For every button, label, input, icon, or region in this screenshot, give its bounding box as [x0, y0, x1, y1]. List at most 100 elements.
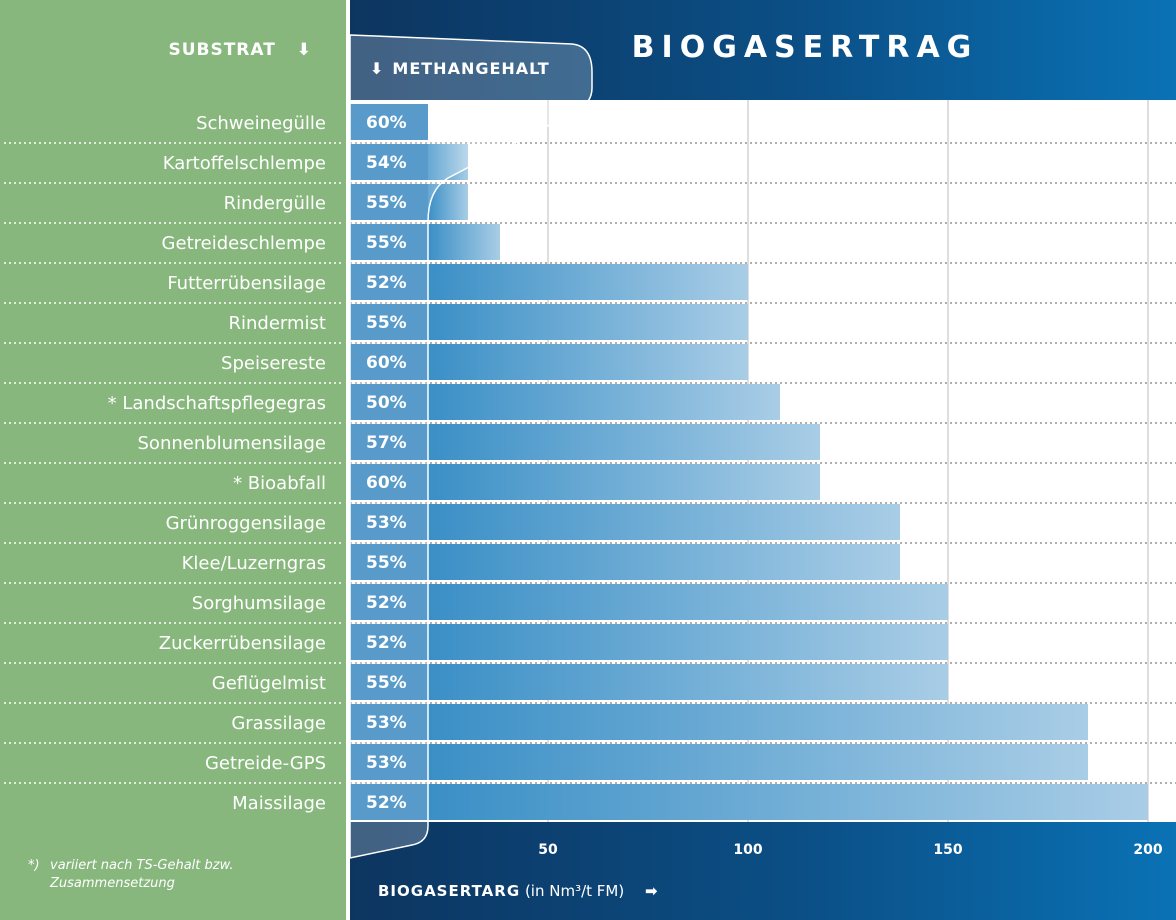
- substrate-label: Grassilage: [231, 713, 326, 734]
- substrate-label: Maissilage: [232, 793, 326, 814]
- tick-label: 200: [1133, 842, 1162, 858]
- substrate-label: * Landschaftspflegegras: [108, 393, 326, 414]
- bar: [428, 184, 468, 220]
- methane-value: 57%: [366, 433, 407, 453]
- substrate-label: Schweinegülle: [196, 113, 326, 134]
- methane-value: 52%: [366, 633, 407, 653]
- methane-cell: [350, 184, 428, 220]
- bars: [428, 144, 1148, 820]
- panel-divider: [346, 0, 350, 920]
- methane-value: 60%: [366, 113, 407, 133]
- methane-value: 52%: [366, 593, 407, 613]
- bar: [428, 304, 748, 340]
- substrate-label: Sonnenblumensilage: [138, 433, 327, 454]
- substrate-panel: [0, 0, 346, 920]
- methane-cell: [350, 104, 428, 140]
- methane-header-shape: [349, 34, 593, 859]
- methane-cell: [350, 304, 428, 340]
- bar: [428, 784, 1148, 820]
- bar: [428, 504, 900, 540]
- gridlines: [4, 100, 1176, 822]
- bar: [428, 424, 820, 460]
- methane-value: 55%: [366, 233, 407, 253]
- arrow-right-icon: ➡: [644, 882, 658, 900]
- substrate-label: Kartoffelschlempe: [163, 153, 326, 174]
- footnote: *) variiert nach TS-Gehalt bzw. Zusammens…: [28, 857, 234, 893]
- methane-value: 55%: [366, 193, 407, 213]
- methangehalt-header: ⬇ METHANGEHALT: [370, 59, 550, 78]
- methane-value: 52%: [366, 793, 407, 813]
- tick-label: 100: [733, 842, 762, 858]
- footnote-marker: *): [28, 858, 40, 873]
- chart-title: BIOGASERTRAG: [631, 30, 979, 65]
- methangehalt-label: METHANGEHALT: [392, 59, 550, 78]
- methane-cell: [350, 584, 428, 620]
- substrate-label: Futterrübensilage: [167, 273, 326, 294]
- x-axis-label: BIOGASERTARG (in Nm³/t FM) ➡: [378, 882, 658, 900]
- x-axis-ticks: 50 100 150 200: [538, 842, 1163, 858]
- substrate-label: Sorghumsilage: [192, 593, 326, 614]
- x-axis-label-unit: (in Nm³/t FM): [524, 882, 625, 900]
- methane-cell: [350, 224, 428, 260]
- bar: [428, 664, 948, 700]
- methane-cell: [350, 424, 428, 460]
- bar: [428, 584, 948, 620]
- bar: [428, 144, 468, 180]
- methane-value: 60%: [366, 353, 407, 373]
- bar: [428, 224, 500, 260]
- footnote-line2: Zusammensetzung: [50, 876, 175, 891]
- bar: [428, 544, 900, 580]
- methane-value: 53%: [366, 713, 407, 733]
- substrat-label: SUBSTRAT: [168, 40, 276, 60]
- methane-value: 50%: [366, 393, 407, 413]
- bar: [428, 344, 748, 380]
- methane-cell: [350, 504, 428, 540]
- substrate-label: Getreideschlempe: [162, 233, 326, 254]
- methane-cell: [350, 384, 428, 420]
- bar: [428, 264, 748, 300]
- methane-cell: [350, 464, 428, 500]
- substrate-label: Rindergülle: [224, 193, 326, 214]
- methane-cell: [350, 624, 428, 660]
- methane-column: 60% 54% 55% 55% 52% 55% 60% 50% 57% 60% 53% 55% 52% 5…: [350, 104, 428, 820]
- substrate-labels: Schweinegülle Kartoffelschlempe Rindergüll…: [108, 113, 326, 814]
- plot-area: [350, 100, 1176, 822]
- methane-value: 53%: [366, 513, 407, 533]
- substrate-label: Getreide-GPS: [205, 753, 326, 774]
- substrate-label: Speisereste: [221, 353, 326, 374]
- methane-cell: [350, 544, 428, 580]
- methane-value: 52%: [366, 273, 407, 293]
- methane-cell: [350, 264, 428, 300]
- tick-label: 150: [933, 842, 962, 858]
- methane-cell: [350, 784, 428, 820]
- substrate-label: Geflügelmist: [212, 673, 326, 694]
- methane-value: 54%: [366, 153, 407, 173]
- methane-cell: [350, 704, 428, 740]
- substrat-header: SUBSTRAT ⬇: [0, 40, 312, 60]
- footnote-line1: variiert nach TS-Gehalt bzw.: [50, 858, 234, 873]
- methane-value: 55%: [366, 553, 407, 573]
- bar: [428, 384, 780, 420]
- methane-cell: [350, 344, 428, 380]
- substrate-label: Zuckerrübensilage: [159, 633, 326, 654]
- arrow-down-icon: ⬇: [370, 59, 385, 78]
- bar: [428, 744, 1088, 780]
- methane-cell: [350, 144, 428, 180]
- substrate-label: Rindermist: [229, 313, 326, 334]
- methane-value: 53%: [366, 753, 407, 773]
- methane-cell: [350, 664, 428, 700]
- tick-label: 50: [538, 842, 558, 858]
- substrate-label: Grünroggensilage: [166, 513, 326, 534]
- x-axis-label-bold: BIOGASERTARG: [378, 882, 521, 900]
- methane-value: 55%: [366, 673, 407, 693]
- substrate-label: * Bioabfall: [233, 473, 326, 494]
- methane-value: 55%: [366, 313, 407, 333]
- methane-cell: [350, 744, 428, 780]
- bar: [428, 704, 1088, 740]
- substrate-label: Klee/Luzerngras: [182, 553, 326, 574]
- bar: [428, 624, 948, 660]
- arrow-down-icon: ⬇: [296, 40, 312, 60]
- methane-value: 60%: [366, 473, 407, 493]
- bar: [428, 464, 820, 500]
